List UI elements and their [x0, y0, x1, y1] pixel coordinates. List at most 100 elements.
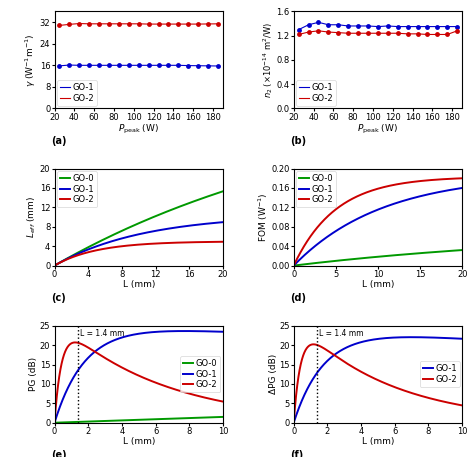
Y-axis label: FOM (W$^{-1}$): FOM (W$^{-1}$) — [256, 192, 270, 242]
Line: GO-2: GO-2 — [294, 344, 462, 423]
GO-2 — [359, 370, 365, 375]
GO-1 — [215, 63, 221, 69]
GO-0 — [126, 417, 132, 423]
GO-0 — [158, 212, 164, 217]
GO-0 — [220, 189, 226, 194]
GO-2 — [126, 368, 132, 374]
Line: GO-1: GO-1 — [59, 65, 218, 66]
Legend: GO-1, GO-2: GO-1, GO-2 — [57, 80, 97, 106]
X-axis label: L (mm): L (mm) — [123, 280, 155, 289]
GO-2 — [296, 32, 301, 37]
GO-1 — [205, 63, 211, 69]
GO-1 — [165, 63, 171, 68]
GO-2 — [158, 240, 164, 246]
GO-1 — [120, 335, 126, 340]
GO-2 — [412, 179, 418, 184]
GO-2 — [96, 21, 102, 27]
GO-2 — [66, 21, 72, 27]
GO-2 — [76, 21, 82, 27]
GO-2 — [326, 29, 331, 35]
GO-1 — [306, 22, 311, 27]
GO-1 — [359, 339, 365, 345]
GO-2 — [155, 21, 161, 27]
GO-1 — [86, 63, 92, 68]
X-axis label: $P_{\rm peak}$ (W): $P_{\rm peak}$ (W) — [118, 123, 159, 136]
GO-2 — [69, 340, 74, 346]
GO-2 — [455, 28, 460, 33]
GO-2 — [146, 21, 152, 27]
GO-1 — [311, 244, 317, 250]
Legend: GO-0, GO-1, GO-2: GO-0, GO-1, GO-2 — [181, 356, 220, 392]
X-axis label: L (mm): L (mm) — [362, 280, 394, 289]
GO-1 — [397, 199, 402, 205]
GO-2 — [215, 21, 221, 27]
GO-1 — [118, 236, 124, 241]
Line: GO-1: GO-1 — [294, 337, 462, 423]
GO-1 — [186, 328, 192, 334]
Text: (b): (b) — [291, 136, 307, 146]
GO-0 — [167, 416, 173, 421]
GO-0 — [72, 251, 78, 257]
GO-1 — [316, 20, 321, 25]
GO-0 — [413, 251, 419, 256]
GO-0 — [459, 247, 465, 253]
GO-1 — [435, 24, 440, 29]
GO-1 — [425, 24, 430, 29]
GO-1 — [336, 22, 341, 27]
GO-2 — [291, 420, 297, 425]
GO-2 — [346, 31, 351, 36]
GO-2 — [311, 229, 317, 234]
GO-1 — [409, 335, 414, 340]
GO-0 — [52, 263, 57, 268]
GO-1 — [291, 263, 297, 268]
GO-2 — [106, 21, 112, 27]
GO-0 — [186, 415, 192, 421]
GO-2 — [86, 21, 92, 27]
Legend: GO-0, GO-1, GO-2: GO-0, GO-1, GO-2 — [57, 171, 97, 207]
GO-1 — [407, 335, 412, 340]
GO-1 — [308, 380, 314, 385]
GO-2 — [425, 395, 431, 401]
GO-1 — [346, 221, 351, 226]
GO-2 — [435, 32, 440, 37]
GO-0 — [118, 228, 124, 234]
Line: GO-2: GO-2 — [294, 178, 462, 266]
GO-1 — [356, 23, 361, 29]
GO-0 — [173, 205, 179, 211]
GO-1 — [185, 63, 191, 69]
Line: GO-1: GO-1 — [299, 22, 457, 30]
GO-2 — [72, 254, 78, 259]
GO-2 — [445, 32, 450, 37]
GO-0 — [291, 263, 297, 268]
GO-1 — [52, 263, 57, 268]
GO-1 — [365, 338, 371, 343]
GO-0 — [311, 260, 317, 266]
Text: (a): (a) — [51, 136, 67, 146]
GO-2 — [186, 391, 192, 396]
GO-2 — [195, 21, 201, 27]
Text: (e): (e) — [51, 450, 67, 457]
Line: GO-0: GO-0 — [55, 417, 223, 423]
Text: (d): (d) — [291, 293, 306, 303]
GO-1 — [455, 24, 460, 29]
GO-1 — [220, 329, 226, 335]
GO-1 — [422, 335, 428, 340]
GO-1 — [195, 63, 201, 69]
GO-2 — [118, 244, 124, 249]
GO-1 — [425, 335, 431, 340]
X-axis label: L (mm): L (mm) — [123, 437, 155, 446]
GO-1 — [107, 239, 112, 245]
GO-1 — [136, 63, 142, 68]
GO-2 — [422, 394, 428, 400]
GO-2 — [136, 21, 142, 27]
GO-1 — [395, 24, 401, 29]
GO-2 — [425, 32, 430, 37]
GO-2 — [356, 31, 361, 36]
GO-1 — [96, 63, 102, 68]
GO-2 — [120, 365, 126, 371]
GO-2 — [72, 340, 78, 345]
GO-2 — [375, 31, 381, 36]
GO-0 — [107, 234, 112, 239]
GO-0 — [183, 415, 189, 421]
Y-axis label: ΔPG (dB): ΔPG (dB) — [269, 354, 278, 394]
